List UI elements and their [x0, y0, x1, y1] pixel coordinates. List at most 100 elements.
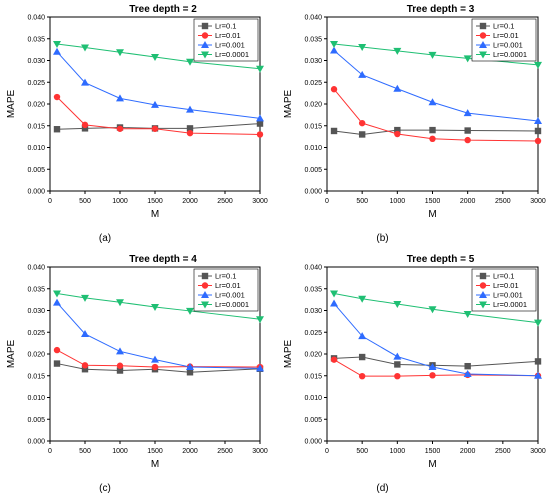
data-point: [429, 135, 436, 142]
data-point: [428, 363, 437, 371]
data-point: [151, 125, 159, 132]
y-axis-label: MAPE: [6, 340, 17, 369]
data-point: [53, 290, 61, 298]
legend-swatch-marker: [479, 22, 487, 30]
y-tick-label: 0.025: [27, 330, 45, 337]
series-line: [56, 96, 261, 135]
legend-swatch-marker: [201, 22, 209, 30]
data-point: [428, 306, 437, 314]
y-tick-label: 0.025: [304, 80, 322, 87]
legend-swatch-marker: [479, 282, 487, 289]
data-point: [116, 347, 124, 355]
x-tick-label: 3000: [530, 448, 546, 455]
y-tick-label: 0.020: [304, 102, 322, 109]
y-tick-label: 0.030: [304, 308, 322, 315]
x-tick-label: 0: [325, 448, 329, 455]
legend-swatch-marker: [479, 41, 487, 48]
y-tick-label: 0.015: [27, 123, 45, 130]
x-tick-label: 1000: [390, 198, 406, 205]
legend-swatch-marker: [479, 51, 487, 59]
chart-title: Tree depth = 3: [407, 4, 475, 15]
series-line: [56, 293, 261, 320]
legend-label: Lr=0.001: [215, 291, 245, 300]
data-point: [394, 126, 401, 134]
data-point: [151, 54, 159, 62]
data-point: [53, 360, 61, 367]
y-tick-label: 0.040: [304, 265, 322, 272]
series-line: [333, 129, 539, 135]
series-line: [334, 356, 539, 367]
y-tick-label: 0.010: [304, 145, 322, 152]
series-2: [53, 93, 264, 138]
legend-label: Lr=0.1: [215, 272, 236, 281]
panel-label: (d): [376, 483, 388, 494]
chart-panel-3: Tree depth = 4 0 500 1000 1500 2000 2500 3000 0.…: [6, 254, 268, 494]
data-point: [534, 61, 542, 69]
data-point: [116, 125, 124, 132]
data-point: [393, 352, 402, 360]
legend-label: Lr=0.001: [493, 291, 523, 300]
data-point: [428, 98, 437, 106]
y-tick-label: 0.010: [304, 395, 322, 402]
y-tick-label: 0.020: [27, 352, 45, 359]
y-tick-label: 0.000: [304, 189, 322, 196]
series-line: [56, 123, 261, 130]
chart-title: Tree depth = 2: [129, 4, 197, 15]
y-tick-label: 0.015: [27, 373, 45, 380]
legend-label: Lr=0.0001: [493, 300, 527, 309]
legend-swatch-marker: [201, 291, 209, 298]
y-tick-label: 0.030: [27, 58, 45, 65]
data-point: [116, 94, 124, 102]
y-tick-label: 0.005: [304, 417, 322, 424]
legend-label: Lr=0.01: [215, 281, 241, 290]
data-point: [330, 86, 338, 93]
series-line: [333, 303, 539, 377]
x-tick-label: 2000: [460, 198, 476, 205]
x-tick-label: 3000: [252, 198, 268, 205]
legend-swatch-marker: [479, 291, 487, 298]
panel-label: (b): [376, 233, 388, 244]
data-point: [186, 58, 194, 66]
data-point: [330, 356, 338, 363]
legend-swatch-marker: [479, 272, 487, 280]
series-line: [56, 43, 261, 70]
legend-label: Lr=0.01: [493, 281, 519, 290]
chart-panel-4: Tree depth = 5 0 500 1000 1500 2000 2500 3000 0.…: [283, 254, 546, 494]
data-point: [464, 362, 471, 370]
x-tick-label: 3000: [252, 448, 268, 455]
series-line: [333, 50, 539, 122]
data-point: [534, 137, 542, 145]
x-tick-label: 500: [79, 198, 91, 205]
data-point: [186, 307, 194, 315]
series-3: [53, 47, 264, 122]
legend-swatch-marker: [201, 282, 209, 289]
data-point: [534, 319, 542, 327]
data-point: [256, 131, 264, 138]
data-point: [81, 366, 89, 373]
data-point: [81, 362, 89, 369]
data-point: [186, 129, 194, 137]
data-point: [464, 136, 471, 144]
data-point: [53, 40, 61, 48]
x-tick-label: 2500: [495, 198, 511, 205]
x-axis-label: M: [428, 459, 436, 470]
series-4: [53, 40, 264, 73]
x-tick-label: 2000: [460, 448, 476, 455]
y-tick-label: 0.000: [304, 439, 322, 446]
panel-label: (a): [99, 233, 111, 244]
data-point: [81, 121, 89, 129]
x-tick-label: 1000: [112, 198, 128, 205]
x-axis-label: M: [151, 209, 159, 220]
data-point: [116, 367, 124, 374]
data-point: [428, 51, 437, 59]
data-point: [534, 116, 542, 124]
legend-swatch-marker: [201, 272, 209, 280]
y-tick-label: 0.015: [304, 373, 322, 380]
data-point: [186, 369, 194, 376]
legend-label: Lr=0.01: [215, 31, 241, 40]
y-tick-label: 0.020: [27, 102, 45, 109]
